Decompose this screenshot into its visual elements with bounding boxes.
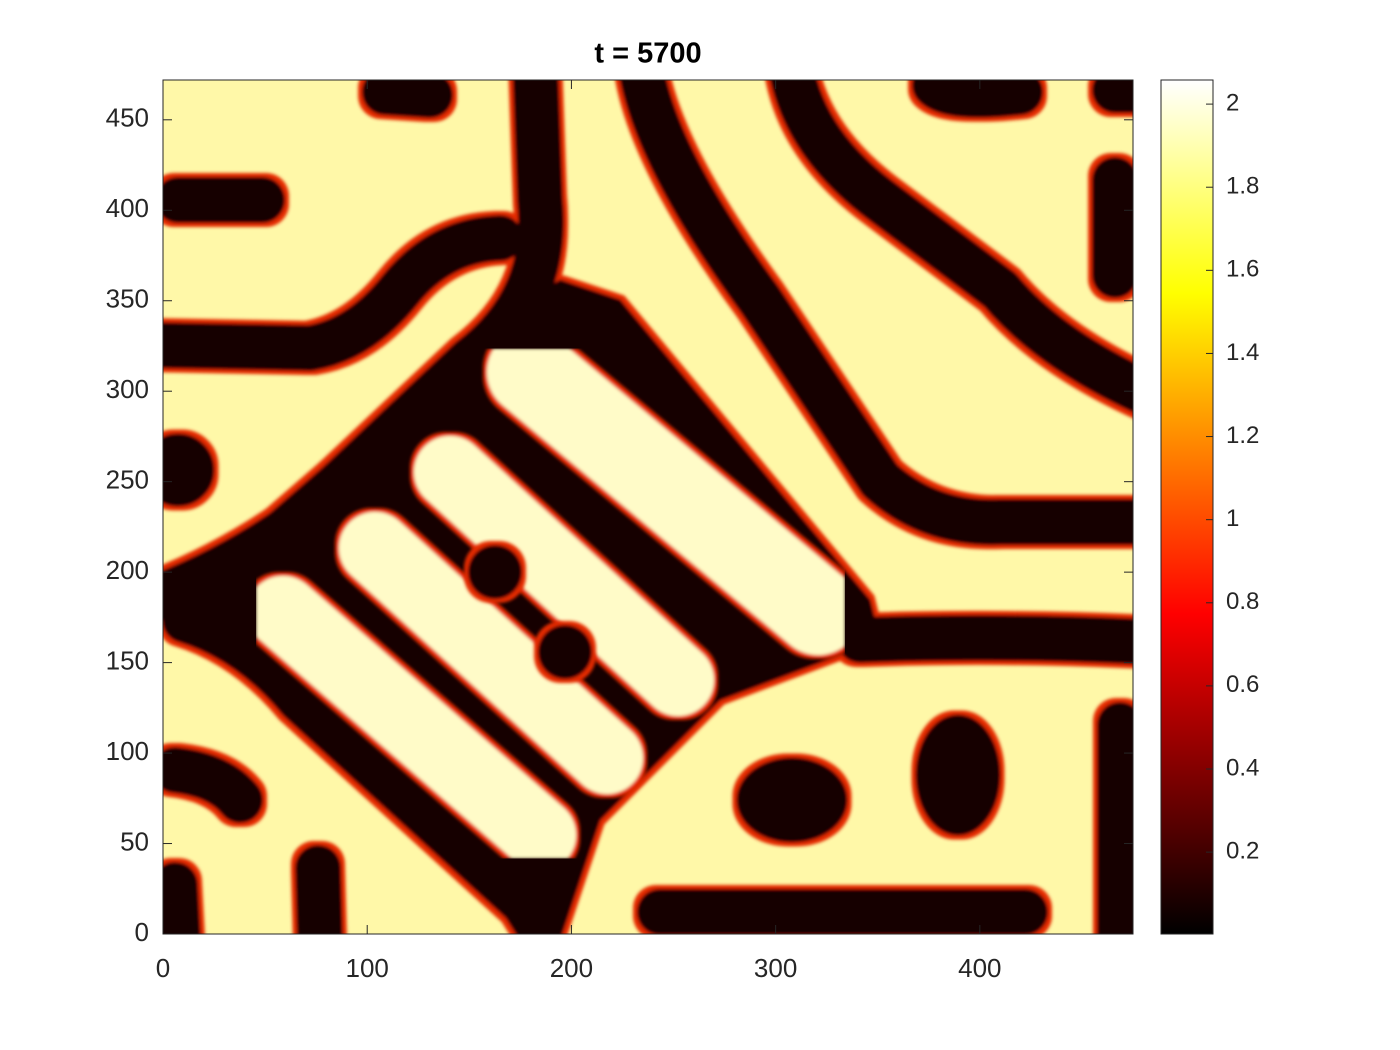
y-tick-label: 350 bbox=[106, 284, 149, 314]
colorbar-tick-label: 1 bbox=[1226, 505, 1239, 532]
field-image bbox=[163, 80, 1133, 934]
x-tick-label: 200 bbox=[550, 953, 593, 983]
colorbar-tick-label: 1.6 bbox=[1226, 256, 1259, 283]
y-tick-label: 300 bbox=[106, 374, 149, 404]
x-tick-label: 0 bbox=[156, 953, 170, 983]
y-tick-label: 450 bbox=[106, 103, 149, 133]
colorbar bbox=[1160, 79, 1214, 935]
chart-title: t = 5700 bbox=[594, 38, 701, 70]
colorbar-tick-label: 1.4 bbox=[1226, 339, 1259, 366]
colorbar-tick-label: 1.8 bbox=[1226, 173, 1259, 200]
axes-box bbox=[162, 79, 1134, 935]
y-tick-label: 50 bbox=[120, 826, 149, 856]
colorbar-tick-label: 0.6 bbox=[1226, 671, 1259, 698]
y-tick-label: 250 bbox=[106, 465, 149, 495]
colorbar-tick-label: 0.4 bbox=[1226, 754, 1259, 781]
y-tick-label: 200 bbox=[106, 555, 149, 585]
colorbar-tick-label: 0.8 bbox=[1226, 588, 1259, 615]
x-tick-label: 100 bbox=[346, 953, 389, 983]
y-tick-label: 150 bbox=[106, 645, 149, 675]
x-tick-label: 300 bbox=[754, 953, 797, 983]
y-tick-label: 0 bbox=[135, 917, 149, 947]
x-tick-label: 400 bbox=[958, 953, 1001, 983]
y-tick-label: 400 bbox=[106, 193, 149, 223]
colorbar-tick-label: 2 bbox=[1226, 89, 1239, 116]
colorbar-tick-label: 0.2 bbox=[1226, 837, 1259, 864]
colorbar-tick-label: 1.2 bbox=[1226, 422, 1259, 449]
y-tick-label: 100 bbox=[106, 736, 149, 766]
